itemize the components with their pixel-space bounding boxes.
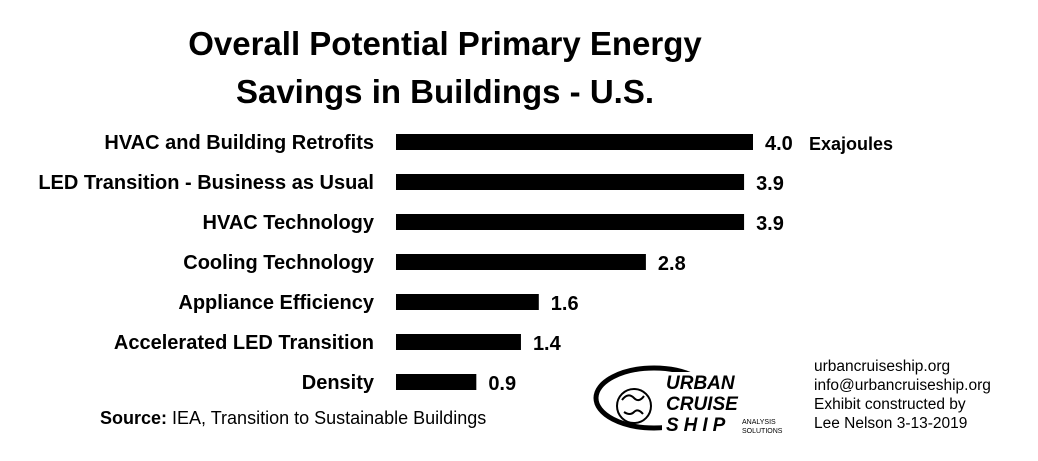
value-label-density: 0.9 (488, 373, 516, 395)
logo-word-ship: SHIP (666, 415, 730, 436)
source-text: IEA, Transition to Sustainable Buildings (167, 408, 487, 428)
credits-email: info@urbancruiseship.org (814, 377, 991, 394)
bar-hvac-technology (396, 214, 745, 230)
value-label-led-transition-business-as-usual: 3.9 (756, 173, 784, 195)
unit-label: Exajoules (809, 134, 893, 154)
chart-title: Overall Potential Primary Energy Savings… (60, 20, 830, 116)
logo-word-cruise: CRUISE (666, 394, 739, 415)
logo-swoosh (598, 376, 656, 402)
logo-word-urban: URBAN (666, 373, 736, 394)
logo-tag-solutions: SOLUTIONS (742, 428, 783, 435)
category-label-accelerated-led-transition: Accelerated LED Transition (114, 332, 374, 354)
credits-author-date: Lee Nelson 3-13-2019 (814, 415, 968, 432)
logo-text-backdrop (662, 372, 732, 440)
globe-icon (616, 388, 652, 424)
credits-website: urbancruiseship.org (814, 358, 951, 375)
source-note: Source: IEA, Transition to Sustainable B… (100, 408, 486, 429)
credits-block: urbancruiseship.org info@urbancruiseship… (814, 357, 1034, 433)
category-label-density: Density (302, 372, 375, 394)
value-label-accelerated-led-transition: 1.4 (533, 333, 562, 355)
value-label-hvac-and-building-retrofits: 4.0 (765, 133, 793, 155)
bar-accelerated-led-transition (396, 334, 521, 350)
bar-hvac-and-building-retrofits (396, 134, 753, 150)
logo-tag-analysis: ANALYSIS (742, 419, 776, 426)
urban-cruise-ship-logo: URBAN CRUISE SHIP ANALYSIS SOLUTIONS (593, 365, 783, 440)
chart-title-line-1: Overall Potential Primary Energy (188, 25, 702, 62)
category-label-hvac-technology: HVAC Technology (203, 212, 375, 234)
category-label-hvac-and-building-retrofits: HVAC and Building Retrofits (104, 132, 374, 154)
category-label-led-transition-business-as-usual: LED Transition - Business as Usual (38, 172, 374, 194)
source-prefix: Source: (100, 408, 168, 428)
bar-density (396, 374, 477, 390)
bar-cooling-technology (396, 254, 646, 270)
value-label-hvac-technology: 3.9 (756, 213, 784, 235)
value-label-appliance-efficiency: 1.6 (551, 293, 579, 315)
bar-led-transition-business-as-usual (396, 174, 745, 190)
credits-constructed-by: Exhibit constructed by (814, 396, 966, 413)
chart-title-line-2: Savings in Buildings - U.S. (235, 73, 655, 110)
category-label-appliance-efficiency: Appliance Efficiency (178, 292, 374, 314)
bar-appliance-efficiency (396, 294, 539, 310)
value-label-cooling-technology: 2.8 (658, 253, 686, 275)
category-label-cooling-technology: Cooling Technology (183, 252, 375, 274)
globe-continents (621, 394, 645, 415)
